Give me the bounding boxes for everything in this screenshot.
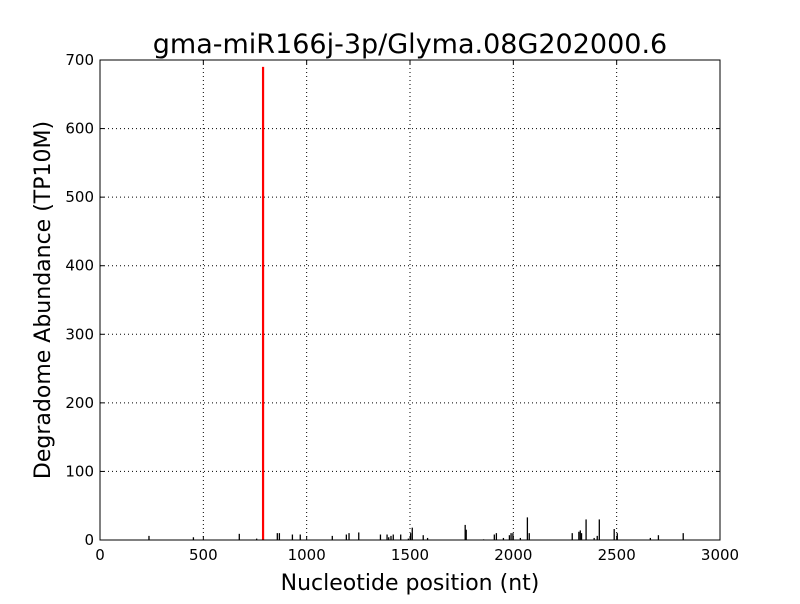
y-tick-label: 300 — [65, 325, 94, 343]
x-tick-label: 500 — [189, 546, 218, 564]
y-tick-label: 400 — [65, 257, 94, 275]
chart-title: gma-miR166j-3p/Glyma.08G202000.6 — [153, 29, 667, 60]
x-tick-label: 2500 — [598, 546, 636, 564]
x-axis-label: Nucleotide position (nt) — [281, 571, 540, 596]
ticks: 0 500 1000 1500 2000 2500 3000 0 100 200 300 400 500… — [65, 51, 739, 564]
x-tick-label: 3000 — [701, 546, 739, 564]
y-tick-label: 600 — [65, 120, 94, 138]
grid — [100, 60, 720, 540]
y-tick-label: 0 — [84, 531, 94, 549]
x-tick-label: 1500 — [391, 546, 429, 564]
x-tick-label: 0 — [95, 546, 105, 564]
y-tick-label: 200 — [65, 394, 94, 412]
y-tick-label: 100 — [65, 462, 94, 480]
y-axis-label: Degradome Abundance (TP10M) — [31, 121, 56, 479]
y-tick-label: 700 — [65, 51, 94, 69]
x-tick-label: 1000 — [288, 546, 326, 564]
x-tick-label: 2000 — [494, 546, 532, 564]
y-tick-label: 500 — [65, 188, 94, 206]
